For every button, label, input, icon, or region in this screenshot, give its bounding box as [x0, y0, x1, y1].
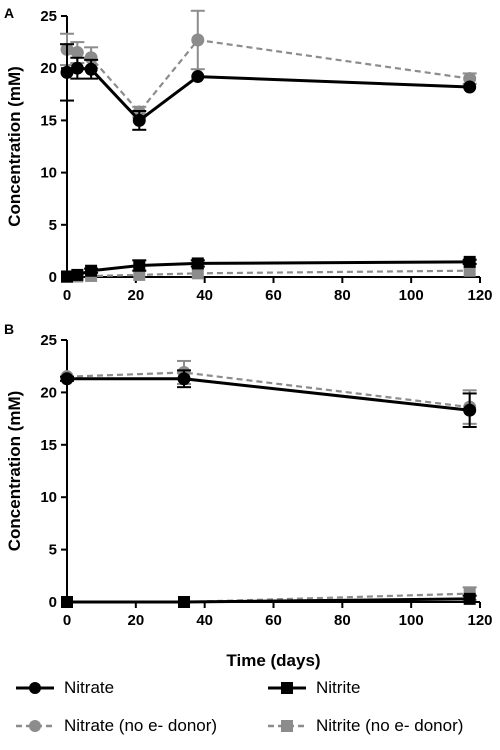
x-tick-label: 80	[334, 287, 351, 304]
data-point	[191, 267, 204, 280]
data-point	[132, 113, 146, 127]
series-nitrite	[61, 592, 477, 608]
legend-swatch-nitrate	[16, 682, 54, 694]
y-tick-label: 10	[40, 165, 57, 182]
legend-swatch-nitrite-no-donor	[268, 720, 306, 732]
y-tick-label: 15	[40, 112, 57, 129]
x-tick-label: 0	[63, 287, 71, 304]
data-point	[463, 255, 476, 268]
data-point	[463, 592, 476, 605]
data-point	[60, 372, 74, 386]
x-tick-label: 80	[334, 612, 351, 629]
x-tick-label: 60	[265, 287, 282, 304]
series-line	[66, 66, 470, 122]
x-tick-label: 100	[399, 287, 424, 304]
y-tick-label: 20	[40, 384, 57, 401]
data-point	[191, 70, 205, 84]
series-nitrite-no-e-donor	[61, 586, 477, 608]
y-axis-title: Concentration (mM)	[5, 66, 24, 227]
y-tick-label: 0	[49, 269, 57, 286]
series-nitrate	[60, 369, 477, 428]
series-line	[66, 38, 470, 114]
data-point	[133, 268, 146, 281]
data-point	[61, 270, 73, 283]
y-tick-label: 5	[49, 217, 57, 234]
legend-swatch-nitrite	[268, 682, 306, 694]
data-point	[133, 259, 146, 272]
x-tick-label: 40	[196, 287, 213, 304]
y-tick-label: 5	[49, 542, 57, 559]
legend-swatch-nitrate-no-donor	[16, 720, 54, 732]
data-point	[85, 264, 98, 277]
data-point	[463, 80, 477, 94]
legend-item-nitrite: Nitrite	[266, 678, 360, 698]
data-point	[463, 403, 477, 417]
x-tick-label: 20	[127, 287, 144, 304]
data-point	[191, 33, 205, 47]
legend-label-nitrate: Nitrate	[64, 678, 115, 697]
y-tick-label: 0	[49, 594, 57, 611]
data-point	[84, 62, 98, 76]
y-axis-title: Concentration (mM)	[5, 391, 24, 552]
y-tick-label: 25	[40, 8, 57, 25]
legend-item-nitrate-no-donor: Nitrate (no e- donor)	[14, 716, 217, 736]
legend-label-nitrate-no-donor: Nitrate (no e- donor)	[64, 716, 218, 735]
series-nitrate-no-e-donor	[60, 359, 477, 425]
data-point	[70, 61, 84, 75]
x-tick-label: 100	[399, 612, 424, 629]
panel-b: B 0 5 10 15 20 25 0 20 40 60 80 100 120 Concentration …	[4, 321, 493, 670]
panel-letter: A	[4, 5, 14, 21]
x-tick-label: 0	[63, 612, 71, 629]
legend-label-nitrite: Nitrite	[316, 678, 361, 697]
data-point	[70, 46, 84, 60]
legend-label-nitrite-no-donor: Nitrite (no e- donor)	[316, 716, 464, 735]
data-point	[71, 268, 84, 281]
legend-item-nitrite-no-donor: Nitrite (no e- donor)	[266, 716, 463, 736]
series-nitrite	[61, 255, 477, 283]
series-nitrate	[60, 43, 477, 131]
data-point	[60, 65, 74, 79]
data-point	[191, 257, 204, 270]
x-tick-label: 120	[467, 287, 492, 304]
x-tick-label: 40	[196, 612, 213, 629]
data-point	[177, 372, 191, 386]
legend-item-nitrate: Nitrate	[14, 678, 114, 698]
panel-letter: B	[4, 321, 14, 337]
x-tick-label: 120	[467, 612, 492, 629]
y-tick-label: 20	[40, 60, 57, 77]
y-tick-label: 10	[40, 489, 57, 506]
panel-a: A 0 5 10 15 20 25 0 20 40 60 80 100 120 Concentration …	[4, 5, 493, 304]
x-tick-label: 20	[127, 612, 144, 629]
data-point	[84, 51, 98, 65]
data-point	[61, 596, 73, 608]
data-point	[178, 596, 191, 608]
x-tick-label: 60	[265, 612, 282, 629]
x-axis-title: Time (days)	[226, 651, 320, 670]
y-tick-label: 25	[40, 332, 57, 349]
y-tick-label: 15	[40, 437, 57, 454]
legend: Nitrate Nitrite Nitrate (no e- donor) Ni…	[0, 672, 500, 750]
